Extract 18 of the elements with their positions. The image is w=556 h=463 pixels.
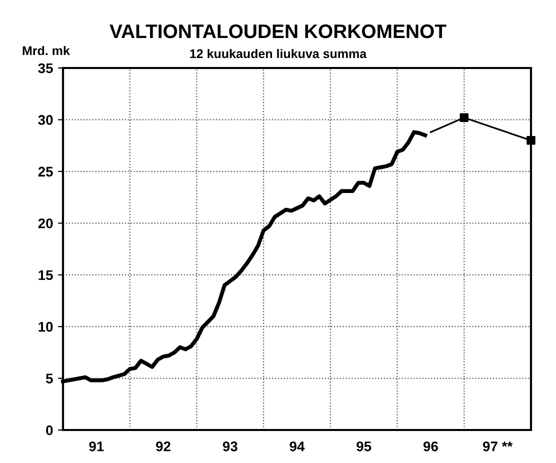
y-tick-label: 5: [46, 374, 53, 384]
y-tick-label: 15: [38, 270, 53, 280]
y-tick-label: 30: [38, 115, 53, 125]
y-axis-title: Mrd. mk: [22, 46, 70, 56]
x-tick-label: 91: [89, 441, 104, 452]
x-tick-label: 94: [290, 441, 305, 452]
chart-title: VALTIONTALOUDEN KORKOMENOT: [110, 24, 446, 38]
y-tick-label: 20: [38, 218, 53, 228]
chart-subtitle: 12 kuukauden liukuva summa: [190, 48, 367, 58]
y-tick-label: 10: [38, 322, 53, 332]
y-tick-label: 0: [46, 425, 53, 436]
y-tick-label: 25: [38, 166, 53, 177]
x-tick-label: 93: [222, 441, 238, 452]
y-tick-label: 35: [38, 63, 53, 74]
x-tick-label: 97 **: [482, 441, 513, 452]
x-tick-label: 96: [423, 441, 438, 452]
x-tick-label: 95: [356, 441, 372, 452]
x-tick-label: 92: [156, 441, 170, 452]
